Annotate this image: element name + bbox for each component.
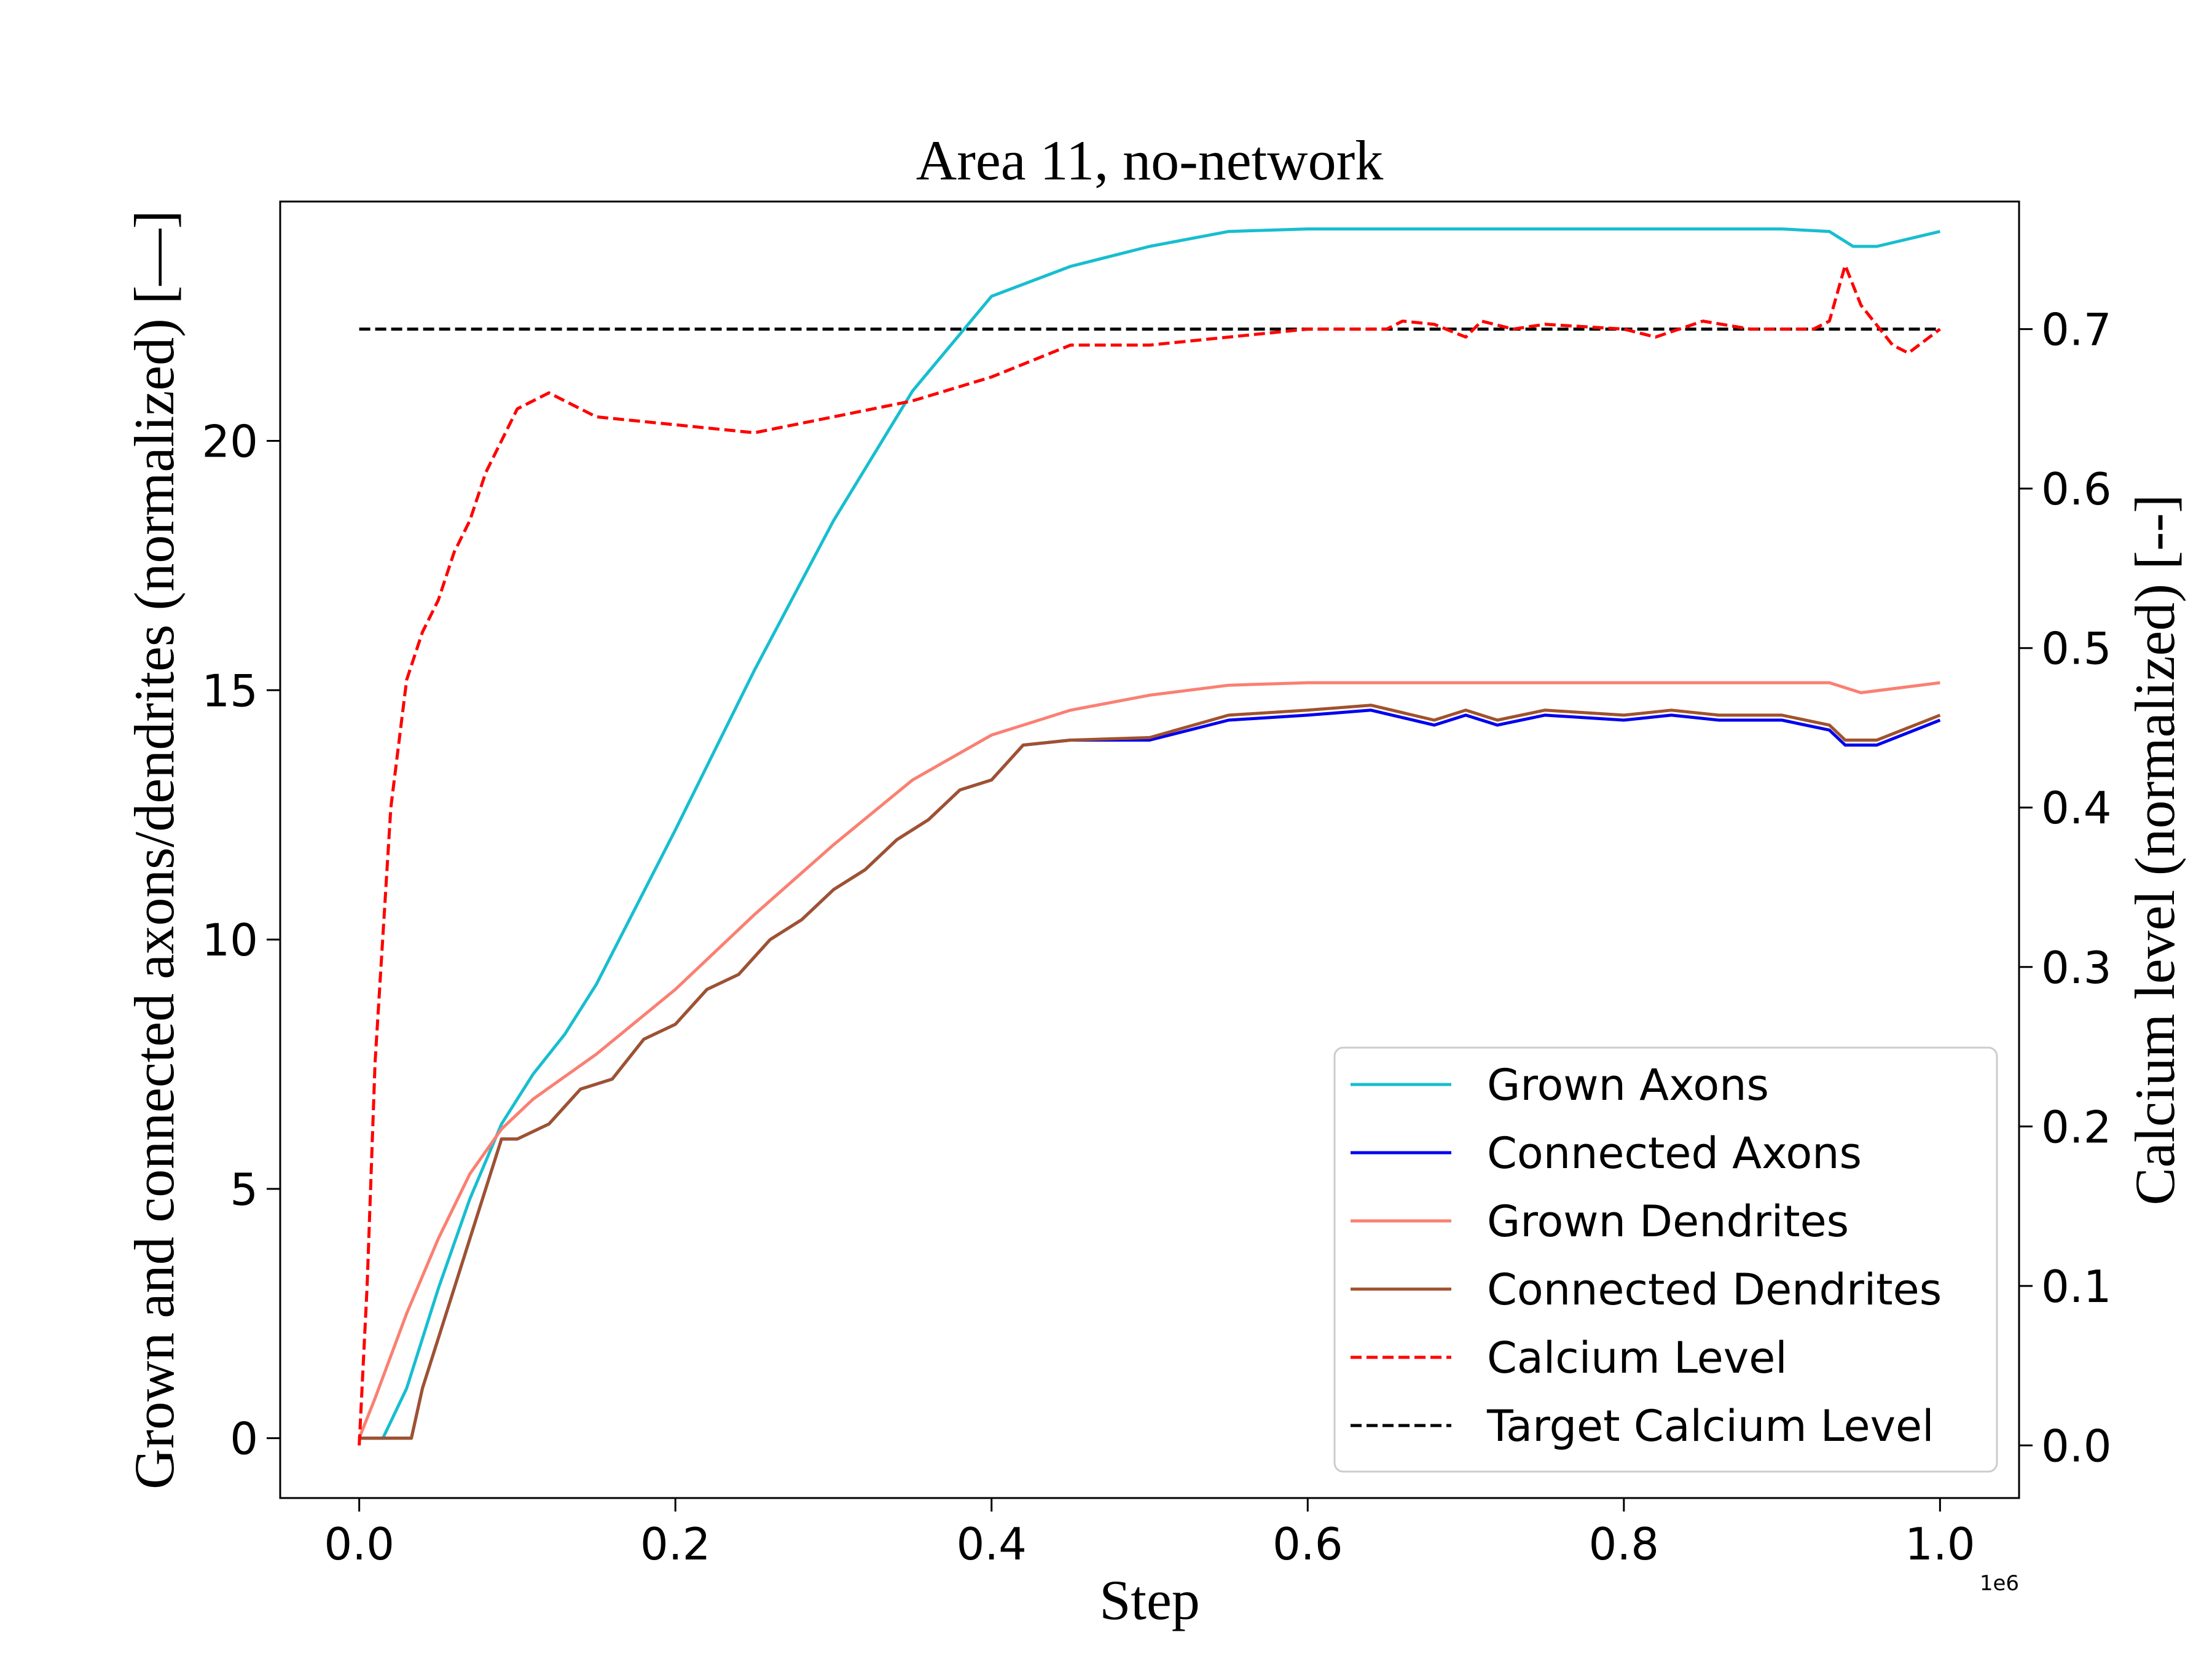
x-tick-label: 0.8 xyxy=(1589,1518,1660,1570)
legend-label-grown-axons: Grown Axons xyxy=(1487,1060,1769,1110)
y2-tick-label: 0.5 xyxy=(2041,623,2112,675)
legend-frame xyxy=(1333,1046,1998,1473)
series-layer xyxy=(358,227,1941,1446)
series-line-grown-dendrites xyxy=(358,681,1940,1439)
x-axis-label: Step xyxy=(1099,1569,1200,1631)
y2-tick-label: 0.3 xyxy=(2041,942,2112,994)
series-line-connected-dendrites xyxy=(359,704,1941,1440)
y2-tick-label: 0.0 xyxy=(2041,1420,2112,1472)
y-tick-label: 10 xyxy=(202,914,258,966)
plot-frame xyxy=(279,200,2020,1499)
x-axis: 0.0 0.2 0.4 0.6 0.8 1.0 xyxy=(324,1498,1975,1570)
x-axis-offset-text: 1e6 xyxy=(1980,1571,2019,1596)
chart-title: Area 11, no-network xyxy=(916,129,1383,192)
y2-tick-label: 0.2 xyxy=(2041,1101,2112,1153)
series-line-grown-axons xyxy=(359,227,1940,1440)
legend-label-calcium-level: Calcium Level xyxy=(1487,1333,1787,1383)
x-tick-label: 0.4 xyxy=(956,1518,1027,1570)
plot-area xyxy=(279,200,2020,1499)
y2-tick-label: 0.6 xyxy=(2041,463,2112,515)
y-tick-label: 5 xyxy=(230,1164,258,1215)
legend: Grown Axons Connected Axons Grown Dendrite… xyxy=(1333,1046,1998,1473)
y-axis-label-right: Calcium level (normalized) [--] xyxy=(2124,494,2186,1205)
y-tick-label: 15 xyxy=(202,665,258,716)
legend-label-connected-axons: Connected Axons xyxy=(1487,1128,1862,1179)
y2-tick-label: 0.4 xyxy=(2041,782,2112,834)
legend-label-grown-dendrites: Grown Dendrites xyxy=(1487,1196,1849,1247)
legend-label-connected-dendrites: Connected Dendrites xyxy=(1487,1265,1942,1315)
y-tick-label: 20 xyxy=(202,416,258,468)
y-axis-label-left: Grown and connected axons/dendrites (nor… xyxy=(123,210,186,1489)
x-tick-label: 1.0 xyxy=(1905,1518,1975,1570)
legend-label-target-calcium-level: Target Calcium Level xyxy=(1486,1401,1934,1451)
y2-tick-label: 0.7 xyxy=(2041,304,2112,356)
y2-tick-label: 0.1 xyxy=(2041,1261,2112,1312)
y-tick-label: 0 xyxy=(230,1413,258,1465)
x-tick-label: 0.0 xyxy=(324,1518,394,1570)
x-tick-label: 0.6 xyxy=(1273,1518,1343,1570)
x-tick-label: 0.2 xyxy=(640,1518,711,1570)
y-axis-right: 0.0 0.1 0.2 0.3 0.4 0.5 0.6 0.7 xyxy=(2019,304,2112,1472)
y-axis-left: 0 5 10 15 20 xyxy=(202,416,280,1465)
